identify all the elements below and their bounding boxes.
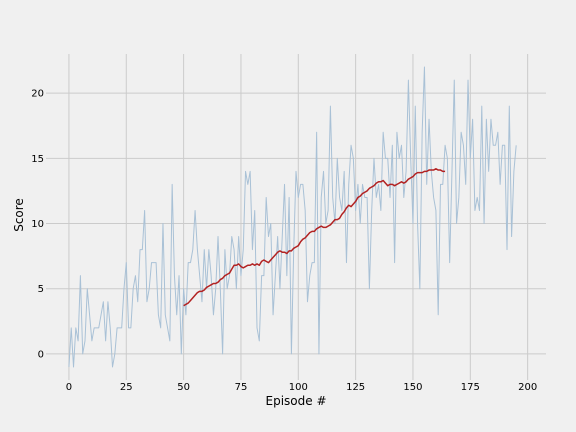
x-tick-label: 75 [235,382,248,393]
y-tick-label: 5 [38,284,44,295]
y-tick-label: 20 [31,89,44,100]
x-tick-label: 25 [120,382,133,393]
x-tick-label: 50 [177,382,190,393]
x-tick-label: 0 [66,382,72,393]
x-tick-labels: 0 25 50 75 100 125 150 175 200 [66,382,537,393]
x-tick-label: 150 [403,382,422,393]
y-tick-label: 0 [38,349,44,360]
x-tick-label: 200 [518,382,537,393]
x-tick-label: 100 [289,382,308,393]
series-group [68,66,517,368]
moving-average-line [183,168,446,307]
y-tick-label: 15 [31,154,44,165]
x-tick-label: 175 [461,382,480,393]
grid-lines [46,54,546,380]
raw-score-line [68,66,517,368]
y-axis-label: Score [12,198,26,232]
y-tick-label: 10 [31,219,44,230]
x-axis-label: Episode # [266,394,327,408]
x-tick-label: 125 [346,382,365,393]
y-tick-labels: 0 5 10 15 20 [31,89,44,361]
